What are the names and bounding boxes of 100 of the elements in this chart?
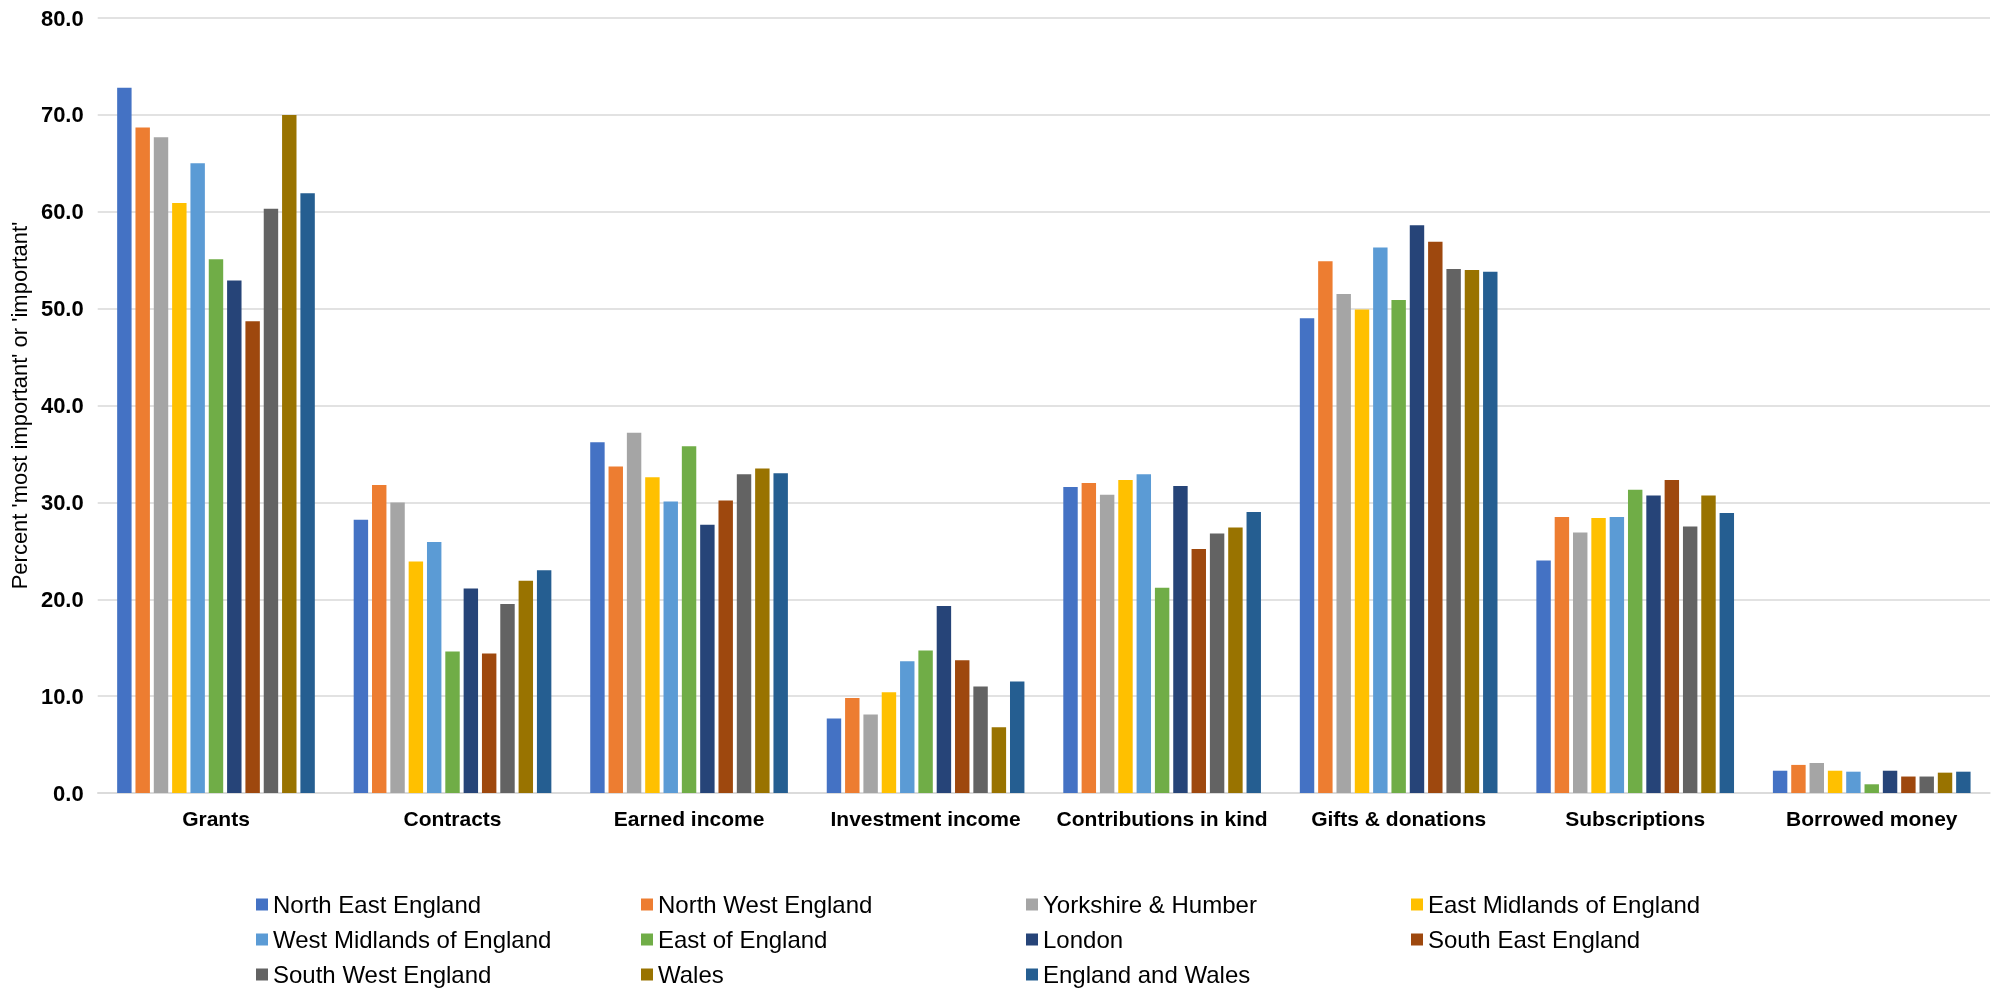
bar — [1246, 512, 1261, 793]
bar — [845, 698, 860, 793]
bar — [991, 727, 1007, 793]
y-tick-label: 20.0 — [40, 586, 84, 612]
x-tick-label: Grants — [182, 807, 250, 830]
bar — [1299, 318, 1315, 793]
bar — [645, 477, 660, 793]
bar — [626, 432, 642, 793]
x-tick-label: Subscriptions — [1565, 807, 1706, 830]
bar — [282, 114, 297, 793]
y-tick-label: 80.0 — [40, 5, 84, 31]
bar — [1209, 533, 1225, 793]
bar — [736, 474, 752, 793]
legend-label: East Midlands of England — [1428, 891, 1701, 918]
bar — [1099, 494, 1115, 793]
bar — [1791, 764, 1806, 793]
legend-label: East of England — [658, 926, 828, 953]
bar — [1664, 480, 1680, 793]
bar — [681, 446, 697, 793]
bar — [245, 321, 260, 793]
bar — [445, 651, 460, 793]
bar — [826, 718, 842, 793]
bar — [190, 163, 205, 793]
bar — [300, 193, 315, 793]
bar — [1573, 532, 1588, 793]
bar — [1318, 261, 1333, 793]
bar — [1554, 516, 1570, 793]
y-tick-label: 10.0 — [40, 683, 84, 709]
x-tick-label: Contributions in kind — [1056, 807, 1268, 830]
bar — [1228, 527, 1243, 793]
x-tick-label: Investment income — [830, 807, 1021, 830]
bar — [608, 466, 623, 793]
bar — [1464, 269, 1480, 793]
bar — [1956, 771, 1971, 793]
bar — [1191, 548, 1206, 793]
x-tick-label: Contracts — [403, 807, 502, 830]
bar — [900, 661, 915, 793]
bar — [1118, 480, 1133, 793]
y-tick-label: 50.0 — [40, 296, 84, 322]
bar — [1937, 772, 1953, 793]
bar — [1901, 776, 1916, 793]
bar — [117, 87, 132, 793]
bar — [973, 686, 988, 793]
legend-label: London — [1043, 926, 1124, 953]
bar — [1409, 225, 1425, 793]
x-tick-label: Gifts & donations — [1311, 807, 1487, 830]
bar — [1701, 495, 1716, 793]
bar — [1136, 474, 1152, 793]
bar — [863, 714, 878, 793]
bar — [1919, 776, 1934, 793]
y-tick-label: 30.0 — [40, 489, 84, 515]
bar — [1154, 587, 1170, 793]
bar — [353, 519, 369, 793]
bar — [536, 570, 552, 793]
x-tick-label: Earned income — [613, 807, 765, 830]
bar — [1809, 762, 1824, 793]
bar — [955, 660, 970, 793]
bar — [1081, 483, 1097, 793]
bar — [208, 259, 224, 793]
bar — [663, 501, 678, 793]
bar — [1173, 485, 1188, 793]
bar — [1010, 681, 1025, 793]
bar — [227, 280, 242, 793]
x-tick-label: Borrowed money — [1785, 807, 1958, 830]
bar — [1536, 560, 1551, 793]
bar — [1373, 247, 1388, 793]
y-tick-label: 60.0 — [40, 199, 84, 225]
bar — [172, 203, 187, 793]
bar — [773, 473, 788, 793]
legend-label: Yorkshire & Humber — [1043, 891, 1257, 918]
y-tick-label: 70.0 — [40, 102, 84, 128]
bar — [372, 484, 387, 793]
bar — [700, 524, 715, 793]
y-tick-label: 40.0 — [40, 393, 84, 418]
bar — [1609, 516, 1625, 793]
bar — [1882, 770, 1898, 793]
legend-label: North West England — [658, 891, 873, 918]
bar — [500, 604, 515, 793]
bar — [1846, 771, 1861, 793]
bar — [463, 588, 479, 793]
bar — [1627, 489, 1643, 793]
legend-label: West Midlands of England — [273, 926, 552, 953]
bar — [1446, 268, 1461, 793]
legend-label: England and Wales — [1043, 961, 1251, 988]
bar — [590, 442, 605, 793]
bar — [518, 580, 534, 793]
bar — [1063, 486, 1078, 793]
bar — [1591, 517, 1606, 793]
bar — [481, 653, 497, 793]
bar — [1354, 309, 1370, 793]
bar — [1719, 513, 1735, 793]
bar — [1864, 784, 1879, 793]
bar — [153, 137, 169, 793]
legend-label: Wales — [658, 961, 724, 988]
bar — [408, 561, 424, 793]
bar — [718, 500, 733, 793]
bar — [1336, 294, 1351, 793]
y-axis-title: Percent 'most important' or 'important' — [6, 221, 32, 590]
bar — [1646, 495, 1661, 793]
y-tick-label: 0.0 — [53, 780, 84, 806]
